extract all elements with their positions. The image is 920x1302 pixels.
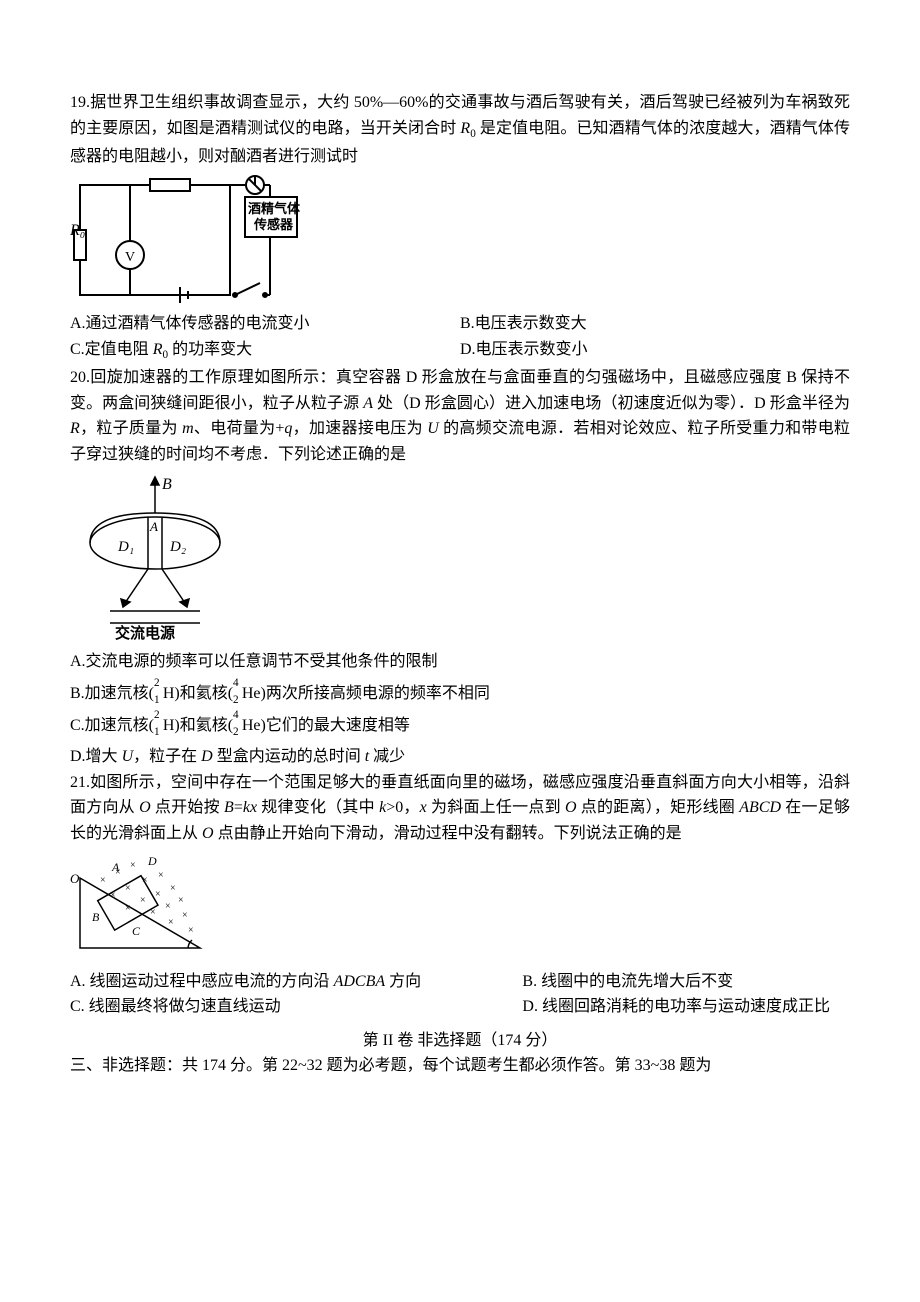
svg-text:×: × [170,883,176,894]
svg-text:×: × [168,917,174,928]
svg-text:×: × [178,895,184,906]
q21-options: A. 线圈运动过程中感应电流的方向沿 ADCBA 方向 B. 线圈中的电流先增大… [70,969,850,1020]
q21-opt-a: A. 线圈运动过程中感应电流的方向沿 ADCBA 方向 [70,969,522,995]
section-title: 第 II 卷 非选择题（174 分） [70,1028,850,1054]
svg-text:D₁: D₁ [117,539,134,555]
svg-text:A: A [111,860,120,874]
q20-opt-b: B.加速氘核(21H)和氦核(42He)两次所接高频电源的频率不相同 [70,681,850,707]
svg-text:C: C [132,924,141,938]
q20-options: A.交流电源的频率可以任意调节不受其他条件的限制 B.加速氘核(21H)和氦核(… [70,649,850,769]
svg-text:×: × [110,890,116,901]
svg-text:B: B [162,476,172,493]
nuclide-he-2: 42He [233,713,260,739]
svg-text:传感器: 传感器 [253,217,294,232]
svg-text:R₀: R₀ [70,222,85,239]
svg-text:×: × [158,870,164,881]
section-instr: 三、非选择题：共 174 分。第 22~32 题为必考题，每个试题考生都必须作答… [70,1053,850,1079]
q19-options: A.通过酒精气体传感器的电流变小 B.电压表示数变大 C.定值电阻 R0 的功率… [70,311,850,365]
svg-text:×: × [150,907,156,918]
svg-text:D₂: D₂ [169,539,186,555]
svg-text:×: × [188,925,194,936]
svg-text:D: D [147,854,157,868]
svg-text:×: × [140,895,146,906]
nuclide-he: 42He [233,681,260,707]
svg-text:×: × [182,910,188,921]
q19-opt-b: B.电压表示数变大 [460,311,850,337]
svg-text:×: × [100,875,106,886]
q20-figure: B A D₁ D₂ 交流电源 [70,473,850,643]
svg-text:O: O [70,871,80,886]
q20-opt-a: A.交流电源的频率可以任意调节不受其他条件的限制 [70,649,850,675]
svg-text:×: × [125,883,131,894]
q21-stem: 21.如图所示，空间中存在一个范围足够大的垂直纸面向里的磁场，磁感应强度沿垂直斜… [70,770,850,847]
q19-opt-d: D.电压表示数变小 [460,337,850,365]
q20-opt-c: C.加速氘核(21H)和氦核(42He)它们的最大速度相等 [70,713,850,739]
q19-opt-c: C.定值电阻 R0 的功率变大 [70,337,460,365]
svg-text:×: × [130,860,136,871]
nuclide-h2: 21H [154,681,174,707]
q20-stem: 20.回旋加速器的工作原理如图所示：真空容器 D 形盒放在与盒面垂直的匀强磁场中… [70,365,850,467]
q21-opt-d: D. 线圈回路消耗的电功率与运动速度成正比 [522,994,850,1020]
svg-text:酒精气体: 酒精气体 [248,201,300,216]
svg-text:A: A [149,519,158,534]
q19-r0-sym: R [460,120,470,137]
svg-text:×: × [155,889,161,900]
svg-text:×: × [165,901,171,912]
q20-opt-d: D.增大 U，粒子在 D 型盒内运动的总时间 t 减少 [70,744,850,770]
svg-text:交流电源: 交流电源 [115,624,175,642]
nuclide-h2-2: 21H [154,713,174,739]
q21-opt-c: C. 线圈最终将做匀速直线运动 [70,994,522,1020]
svg-text:V: V [125,250,135,265]
q19-figure: R 酒精气体 传感器 R₀ V [70,175,850,305]
svg-text:×: × [142,875,148,886]
svg-text:×: × [125,903,131,914]
q19-opt-a: A.通过酒精气体传感器的电流变小 [70,311,460,337]
svg-text:R: R [165,175,176,179]
q21-opt-b: B. 线圈中的电流先增大后不变 [522,969,850,995]
svg-text:B: B [92,910,100,924]
q19-stem: 19.据世界卫生组织事故调查显示，大约 50%—60%的交通事故与酒后驾驶有关，… [70,90,850,169]
q21-figure: × × × × × × × × × × × × × × × × × O A D … [70,853,850,963]
